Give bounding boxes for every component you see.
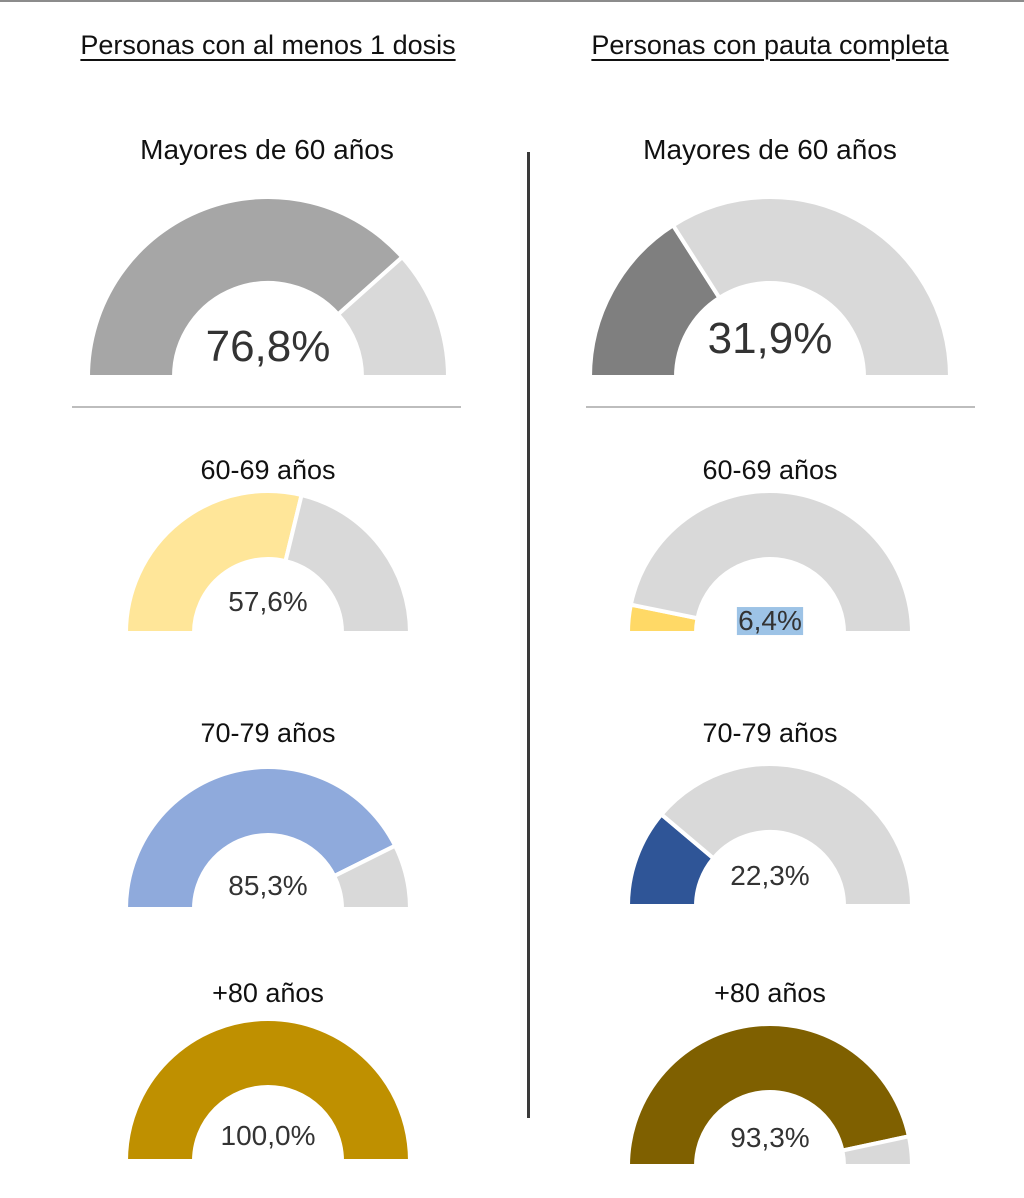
gauge-value-label-right-60plus: 31,9% — [708, 314, 833, 363]
gauge-right-70-79: 22,3% — [625, 762, 915, 908]
column-divider — [527, 152, 530, 1118]
gauge-title-right-60plus: Mayores de 60 años — [643, 134, 897, 165]
right-column-title: Personas con pauta completa — [591, 30, 949, 60]
gauge-value-label-right-80plus: 93,3% — [730, 1122, 809, 1153]
gauge-left-70-79: 85,3% — [123, 765, 413, 911]
gauge-remainder-arc-left-70-79 — [331, 843, 413, 911]
gauge-title-left-60plus: Mayores de 60 años — [140, 134, 394, 165]
gauge-value-label-left-80plus: 100,0% — [221, 1120, 316, 1151]
gauge-value-arc-left-60plus — [85, 195, 406, 379]
top-border — [0, 0, 1024, 2]
gauge-value-arc-right-60plus — [587, 222, 723, 379]
gauge-value-label-right-70-79: 22,3% — [730, 860, 809, 891]
gauge-value-label-right-60-69: 6,4% — [738, 605, 802, 636]
gauge-remainder-arc-left-60-69 — [283, 492, 413, 635]
gauge-left-60-69: 57,6% — [123, 489, 413, 635]
gauge-title-left-80plus: +80 años — [212, 978, 324, 1008]
label-highlight-right-60-69 — [736, 607, 804, 636]
right-section-divider — [586, 406, 975, 408]
left-column-title: Personas con al menos 1 dosis — [80, 30, 456, 60]
left-section-divider — [72, 406, 461, 408]
gauge-right-80plus: 93,3% — [625, 1022, 915, 1168]
gauge-left-60plus: 76,8% — [85, 195, 451, 379]
gauge-value-label-left-60plus: 76,8% — [206, 322, 331, 371]
gauge-value-arc-left-70-79 — [123, 765, 398, 911]
gauge-value-arc-left-80plus — [123, 1017, 413, 1163]
gauge-remainder-arc-right-80plus — [839, 1133, 915, 1168]
gauge-value-arc-right-80plus — [625, 1022, 912, 1168]
gauge-title-right-60-69: 60-69 años — [702, 455, 838, 485]
gauge-right-60plus: 31,9% — [587, 195, 953, 379]
gauge-remainder-arc-right-60-69 — [628, 489, 915, 635]
gauge-value-arc-left-60-69 — [123, 489, 304, 635]
gauge-title-left-60-69: 60-69 años — [200, 455, 336, 485]
gauge-value-label-left-60-69: 57,6% — [228, 586, 307, 617]
gauge-value-label-left-70-79: 85,3% — [228, 870, 307, 901]
gauge-left-80plus: 100,0% — [123, 1017, 413, 1163]
gauge-title-right-70-79: 70-79 años — [702, 718, 838, 748]
gauge-remainder-arc-left-60plus — [335, 254, 451, 379]
gauge-title-right-80plus: +80 años — [714, 978, 826, 1008]
gauge-right-60-69: 6,4% — [625, 489, 915, 636]
gauge-remainder-arc-right-60plus — [670, 195, 953, 379]
gauge-title-left-70-79: 70-79 años — [200, 718, 336, 748]
gauge-remainder-arc-right-70-79 — [658, 762, 915, 908]
